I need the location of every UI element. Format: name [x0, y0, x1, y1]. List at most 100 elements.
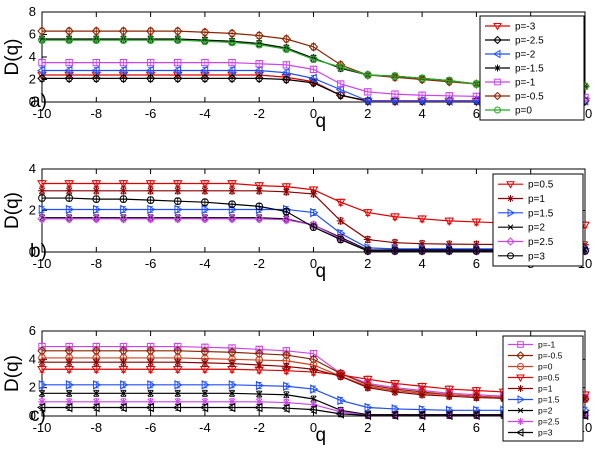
data-point: [362, 410, 372, 421]
legend-item: p=2: [498, 223, 545, 234]
data-point: [92, 397, 101, 406]
data-point: [93, 204, 102, 215]
data-point: [390, 380, 400, 389]
data-point: [173, 197, 182, 206]
data-point: [282, 45, 291, 54]
x-tick-label: -4: [199, 420, 211, 435]
data-point: [308, 42, 319, 52]
data-point: [390, 246, 400, 256]
data-point: [201, 58, 209, 67]
data-point: [309, 65, 318, 74]
y-tick-label: 6: [29, 27, 36, 42]
data-point: [200, 186, 209, 195]
data-point: [37, 365, 47, 375]
legend-marker: [494, 78, 501, 86]
data-point: [228, 38, 236, 47]
data-point: [200, 397, 209, 406]
data-point: [418, 247, 427, 255]
legend-item: p=-0.5: [485, 92, 544, 103]
data-point: [145, 365, 156, 375]
data-point: [38, 186, 46, 195]
x-tick-label: -8: [91, 106, 103, 121]
legend-marker: [517, 418, 524, 425]
legend-label: p=0: [515, 106, 532, 117]
data-point: [335, 409, 344, 419]
data-point: [472, 240, 481, 249]
data-point: [254, 214, 264, 224]
panel-label: c): [30, 405, 46, 426]
data-point: [309, 55, 318, 64]
data-point: [445, 392, 454, 401]
data-point: [254, 65, 263, 76]
data-point: [37, 73, 47, 84]
legend-item: p=-0.5: [508, 350, 563, 360]
data-point: [417, 215, 427, 224]
data-point: [119, 358, 128, 367]
data-point: [201, 204, 210, 215]
x-tick-label: 2: [364, 420, 371, 435]
data-point: [64, 214, 74, 224]
data-point: [38, 390, 46, 397]
data-point: [227, 65, 236, 76]
x-tick-label: -6: [145, 420, 157, 435]
legend-label: p=-1.5: [515, 64, 544, 75]
data-point: [471, 387, 482, 396]
legend-label: p=-0.5: [538, 350, 563, 360]
legend-marker: [493, 23, 502, 31]
data-point: [364, 402, 373, 413]
data-point: [146, 58, 155, 67]
data-point: [281, 215, 292, 225]
legend-marker: [517, 363, 524, 370]
data-point: [201, 37, 209, 46]
y-tick-label: 4: [29, 161, 36, 176]
x-tick-label: 4: [418, 256, 425, 271]
data-point: [172, 365, 183, 375]
x-tick-label: 0: [310, 106, 317, 121]
panel-label: b): [30, 241, 47, 262]
data-point: [93, 379, 102, 390]
data-point: [283, 391, 290, 398]
data-point: [92, 36, 101, 45]
legend-item: p=1.5: [508, 394, 560, 404]
data-point: [255, 204, 265, 215]
legend-marker: [516, 374, 525, 382]
data-point: [147, 390, 154, 397]
data-point: [65, 58, 73, 67]
data-point: [390, 213, 400, 222]
data-point: [91, 65, 100, 76]
y-tick-label: 2: [29, 203, 36, 218]
data-point: [282, 207, 291, 216]
x-tick-label: 2: [364, 106, 371, 121]
legend-item: p=1: [508, 383, 553, 393]
data-point: [364, 88, 372, 96]
data-point: [201, 198, 209, 207]
chart-panel-3: -10-8-6-4-202468100246D(q)qc)p=-1p=-0.5p…: [2, 323, 592, 446]
data-point: [580, 410, 589, 421]
legend-label: p=-1: [538, 339, 556, 349]
series-p=3: [37, 402, 589, 421]
data-point: [91, 26, 102, 36]
data-point: [471, 79, 482, 89]
x-tick-label: -2: [253, 420, 265, 435]
data-point: [92, 186, 101, 195]
data-point: [120, 390, 127, 397]
x-axis-label: q: [316, 111, 327, 132]
data-point: [337, 395, 346, 406]
data-point: [581, 395, 589, 403]
data-point: [445, 76, 454, 85]
data-point: [64, 402, 73, 413]
data-point: [363, 247, 372, 255]
data-point: [173, 214, 183, 224]
data-point: [120, 379, 129, 390]
data-point: [228, 397, 237, 406]
data-point: [119, 195, 128, 203]
data-point: [228, 359, 237, 368]
data-point: [255, 397, 264, 406]
data-point: [37, 214, 47, 224]
data-point: [201, 379, 210, 390]
data-point: [64, 180, 75, 189]
data-point: [146, 186, 155, 195]
data-point: [444, 217, 455, 226]
data-point: [91, 402, 100, 413]
